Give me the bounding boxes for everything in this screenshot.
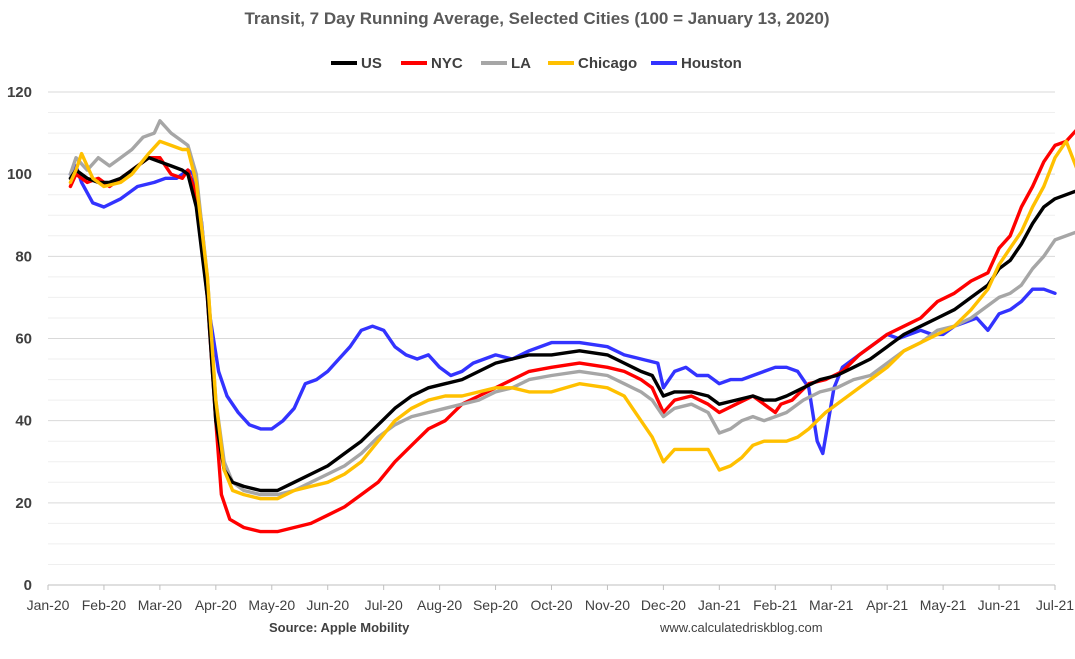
website-note: www.calculatedriskblog.com xyxy=(659,620,823,635)
x-tick-label: Feb-21 xyxy=(753,597,798,613)
y-tick-label: 80 xyxy=(15,248,32,265)
y-tick-label: 0 xyxy=(24,577,32,594)
y-tick-label: 40 xyxy=(15,413,32,430)
x-axis: Jan-20 Feb-20 Mar-20 Apr-20 May-20 Jun-20 Jul-… xyxy=(27,585,1074,613)
y-tick-label: 60 xyxy=(15,331,32,348)
x-tick-label: Jan-21 xyxy=(698,597,741,613)
y-tick-label: 120 xyxy=(7,84,32,101)
x-tick-label: Jul-20 xyxy=(365,597,403,613)
legend-label-houston: Houston xyxy=(681,55,742,72)
x-tick-label: Dec-20 xyxy=(641,597,686,613)
x-tick-label: Apr-20 xyxy=(195,597,237,613)
series-line-nyc xyxy=(68,129,1075,534)
y-axis: 0 20 40 60 80 100 120 xyxy=(7,84,32,594)
x-tick-label: Oct-20 xyxy=(530,597,572,613)
x-tick-label: Mar-21 xyxy=(809,597,854,613)
plot-area xyxy=(68,119,1075,534)
legend-label-nyc: NYC xyxy=(431,55,463,72)
chart-title: Transit, 7 Day Running Average, Selected… xyxy=(244,9,829,28)
x-tick-label: Apr-21 xyxy=(866,597,908,613)
legend-label-la: LA xyxy=(511,55,531,72)
y-tick-label: 20 xyxy=(15,495,32,512)
x-tick-label: Feb-20 xyxy=(82,597,127,613)
x-tick-label: Sep-20 xyxy=(473,597,518,613)
x-tick-label: May-20 xyxy=(248,597,295,613)
gridlines xyxy=(48,91,1055,586)
x-tick-label: Mar-20 xyxy=(138,597,183,613)
legend-label-us: US xyxy=(361,55,382,72)
legend-label-chicago: Chicago xyxy=(578,55,637,72)
series-line-us xyxy=(68,156,1075,493)
source-note: Source: Apple Mobility xyxy=(269,620,410,635)
x-tick-label: Jan-20 xyxy=(27,597,70,613)
x-tick-label: Nov-20 xyxy=(585,597,630,613)
x-tick-label: Jun-20 xyxy=(306,597,349,613)
x-tick-label: May-21 xyxy=(920,597,967,613)
series-line-chicago xyxy=(68,139,1075,501)
y-tick-label: 100 xyxy=(7,166,32,183)
x-tick-label: Jul-21 xyxy=(1036,597,1074,613)
x-tick-label: Aug-20 xyxy=(417,597,462,613)
x-tick-label: Jun-21 xyxy=(978,597,1021,613)
legend: US NYC LA Chicago Houston xyxy=(331,55,742,72)
